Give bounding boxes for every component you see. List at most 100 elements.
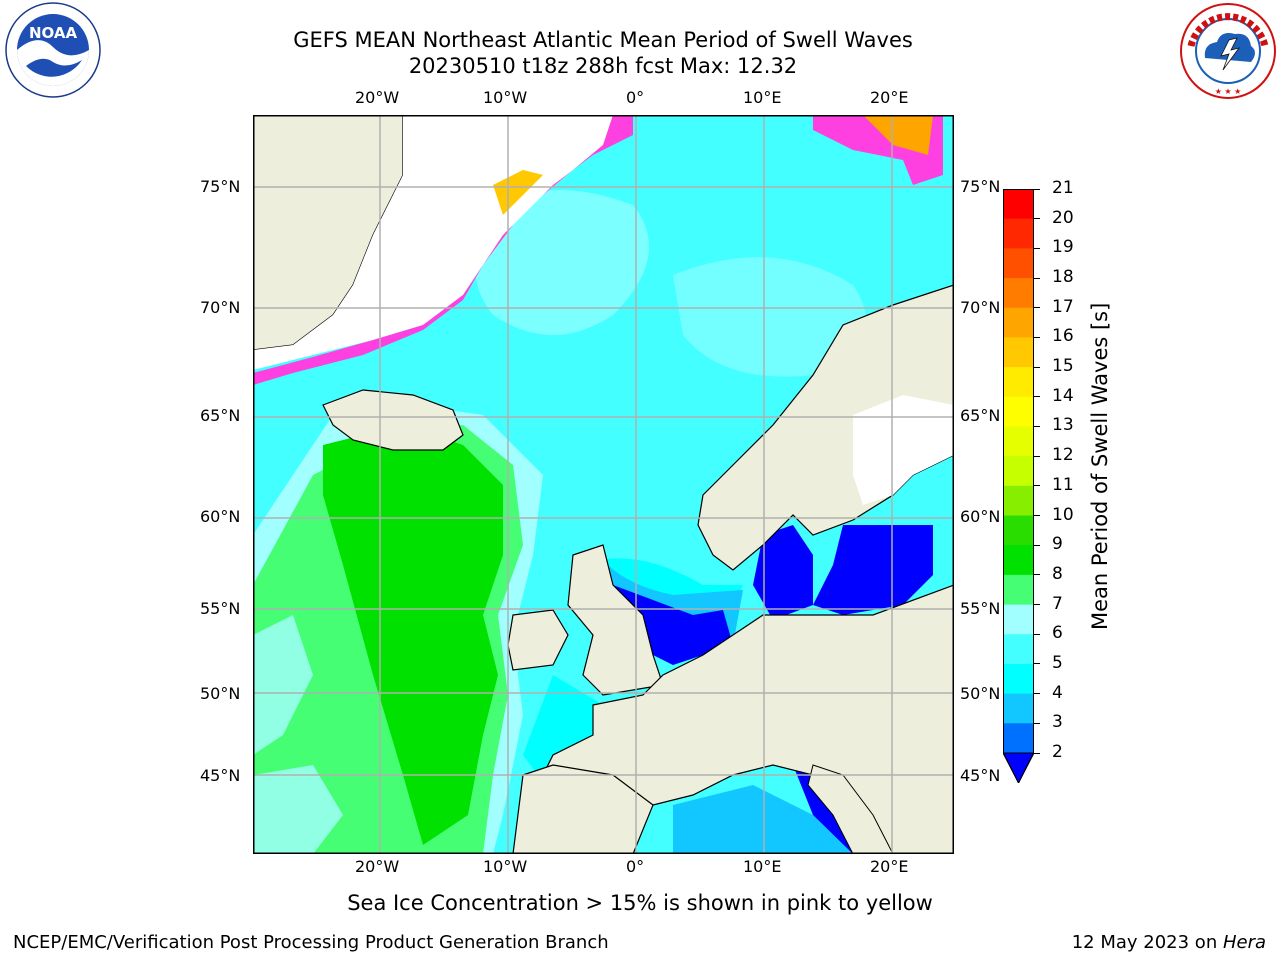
map-graticule xyxy=(253,115,954,854)
ocean-swell-11s xyxy=(323,425,503,845)
lat-left-label-75n: 75°N xyxy=(200,177,241,196)
lat-right-label-45n: 45°N xyxy=(960,766,1001,785)
colorbar-segment xyxy=(1003,218,1034,249)
colorbar-tick-mark xyxy=(1034,604,1040,606)
colorbar-segment xyxy=(1003,367,1034,398)
colorbar-tick-mark xyxy=(1034,515,1040,517)
colorbar-tick-label: 2 xyxy=(1052,742,1063,762)
colorbar-tick-mark xyxy=(1034,336,1040,338)
lon-bottom-label-20e: 20°E xyxy=(870,857,909,876)
lat-right-label-55n: 55°N xyxy=(960,599,1001,618)
lon-top-label-10w: 10°W xyxy=(483,88,528,107)
colorbar-tick-mark xyxy=(1034,396,1040,398)
svg-text:★ ★ ★: ★ ★ ★ xyxy=(1215,87,1242,96)
footer-timestamp: 12 May 2023 on Hera xyxy=(1072,932,1266,953)
lat-left-label-65n: 65°N xyxy=(200,406,241,425)
lon-top-label-20w: 20°W xyxy=(355,88,400,107)
colorbar-tick-label: 16 xyxy=(1052,326,1074,347)
colorbar-tick-mark xyxy=(1034,633,1040,635)
colorbar-tick-mark xyxy=(1034,574,1040,576)
colorbar-tick-label: 9 xyxy=(1052,534,1063,555)
noaa-logo-icon: NOAA xyxy=(5,2,101,98)
map-frame xyxy=(253,115,954,854)
lon-bottom-label-20w: 20°W xyxy=(355,857,400,876)
lat-right-label-70n: 70°N xyxy=(960,298,1001,317)
colorbar-segment xyxy=(1003,456,1034,487)
colorbar-segment xyxy=(1003,337,1034,368)
swell-period-map xyxy=(253,115,954,854)
colorbar-tick-label: 20 xyxy=(1052,207,1074,228)
colorbar-tick-label: 19 xyxy=(1052,237,1074,258)
lon-bottom-label-0: 0° xyxy=(626,857,645,876)
colorbar-segment xyxy=(1003,604,1034,635)
colorbar xyxy=(1002,189,1035,785)
colorbar-segment xyxy=(1003,663,1034,695)
colorbar-tick-mark xyxy=(1034,544,1040,546)
colorbar-tick-label: 11 xyxy=(1052,474,1074,495)
lon-top-label-10e: 10°E xyxy=(743,88,782,107)
colorbar-tick-mark xyxy=(1034,693,1040,695)
colorbar-segment xyxy=(1003,426,1034,457)
colorbar-tick-mark xyxy=(1034,307,1040,309)
colorbar-segment xyxy=(1003,693,1034,724)
colorbar-tick-label: 13 xyxy=(1052,415,1074,436)
colorbar-tick-label: 15 xyxy=(1052,356,1074,377)
colorbar-tick-label: 4 xyxy=(1052,682,1063,703)
lon-top-label-20e: 20°E xyxy=(870,88,909,107)
colorbar-extend-arrow xyxy=(1002,752,1035,785)
lat-right-label-65n: 65°N xyxy=(960,406,1001,425)
colorbar-segment xyxy=(1003,307,1034,338)
colorbar-tick-label: 14 xyxy=(1052,385,1074,406)
colorbar-segment xyxy=(1003,723,1034,754)
lat-left-label-70n: 70°N xyxy=(200,298,241,317)
colorbar-tick-label: 5 xyxy=(1052,652,1063,673)
colorbar-tick-label: 17 xyxy=(1052,296,1074,317)
footer-credit: NCEP/EMC/Verification Post Processing Pr… xyxy=(13,932,609,953)
colorbar-tick-mark xyxy=(1034,455,1040,457)
lon-top-label-0: 0° xyxy=(626,88,645,107)
colorbar-segment xyxy=(1003,545,1034,576)
colorbar-tick-mark xyxy=(1034,277,1040,279)
map-panel xyxy=(253,115,954,854)
colorbar-segment xyxy=(1003,248,1034,279)
plot-title-line1: GEFS MEAN Northeast Atlantic Mean Period… xyxy=(293,28,913,52)
lon-bottom-label-10w: 10°W xyxy=(483,857,528,876)
iceland-land xyxy=(322,389,464,451)
lat-right-label-60n: 60°N xyxy=(960,507,1001,526)
colorbar-label: Mean Period of Swell Waves [s] xyxy=(1088,302,1112,630)
noaa-logo-text: NOAA xyxy=(29,24,78,42)
iberia-land xyxy=(512,764,654,854)
colorbar-frame xyxy=(1003,189,1034,784)
colorbar-tick-mark xyxy=(1034,722,1040,724)
footer-host: Hera xyxy=(1222,932,1266,953)
colorbar-tick-mark xyxy=(1034,247,1040,249)
lat-left-label-50n: 50°N xyxy=(200,684,241,703)
lat-left-label-55n: 55°N xyxy=(200,599,241,618)
colorbar-tick-label: 3 xyxy=(1052,712,1063,733)
colorbar-tick-mark xyxy=(1034,485,1040,487)
colorbar-tick-mark xyxy=(1034,425,1040,427)
colorbar-tick-label: 6 xyxy=(1052,623,1063,644)
colorbar-tick-mark xyxy=(1034,663,1040,665)
colorbar-tick-mark xyxy=(1034,188,1040,190)
noaa-logo: NOAA xyxy=(2,2,104,98)
colorbar-segment xyxy=(1003,634,1034,665)
nws-logo: ★ ★ ★ xyxy=(1177,2,1279,100)
colorbar-ticks: 21 20 19 18 17 16 15 14 13 12 11 10 9 8 7 6 5 4 3 2 xyxy=(1034,178,1094,762)
lat-left-label-45n: 45°N xyxy=(200,766,241,785)
colorbar-tick-mark xyxy=(1034,218,1040,220)
colorbar-tick-mark xyxy=(1034,752,1040,754)
footer-date: 12 May 2023 on xyxy=(1071,932,1223,953)
lon-bottom-label-10e: 10°E xyxy=(743,857,782,876)
colorbar-tick-label: 18 xyxy=(1052,267,1074,288)
colorbar-tick-label: 21 xyxy=(1052,178,1074,198)
colorbar-segment xyxy=(1003,278,1034,309)
nws-logo-icon: ★ ★ ★ xyxy=(1180,3,1276,99)
colorbar-segment xyxy=(1003,485,1034,517)
lat-right-label-75n: 75°N xyxy=(960,177,1001,196)
colorbar-tick-label: 8 xyxy=(1052,563,1063,584)
colorbar-tick-label: 10 xyxy=(1052,504,1074,525)
colorbar-tick-mark xyxy=(1034,366,1040,368)
colorbar-segment xyxy=(1003,189,1034,220)
lat-right-label-50n: 50°N xyxy=(960,684,1001,703)
